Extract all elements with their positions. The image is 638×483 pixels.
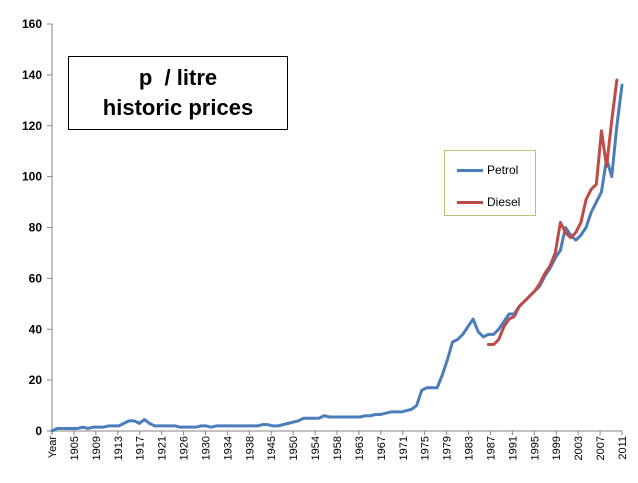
x-tick-label: 2011 <box>617 436 629 460</box>
y-axis: 0 20 40 60 80 100 120 140 160 <box>22 17 53 438</box>
y-tick-label: 100 <box>22 170 42 184</box>
legend-item-petrol: Petrol <box>457 163 518 177</box>
x-tick-label: 1958 <box>332 436 344 460</box>
chart-title-box: p / litre historic prices <box>68 56 288 130</box>
x-tick-label: 1930 <box>200 436 212 460</box>
x-tick-label: 1905 <box>69 436 81 460</box>
y-tick-label: 60 <box>29 271 43 285</box>
chart-title-line-1: p / litre <box>138 65 218 90</box>
x-tick-label: 1983 <box>464 436 476 460</box>
x-tick-label: 1967 <box>376 436 388 460</box>
legend-swatch-diesel <box>457 200 483 204</box>
x-tick-label: 1999 <box>551 436 563 460</box>
series-lines <box>50 78 624 433</box>
legend-swatch-petrol <box>457 168 483 172</box>
x-tick-label: 1950 <box>288 436 300 460</box>
x-tick-label: 1926 <box>179 436 191 460</box>
y-tick-label: 140 <box>22 68 42 82</box>
x-tick-label: 1921 <box>157 436 169 460</box>
x-tick-label: 2007 <box>595 436 607 460</box>
y-tick-label: 40 <box>29 322 43 336</box>
legend: Petrol Diesel <box>444 150 536 216</box>
x-tick-label: 1971 <box>398 436 410 460</box>
chart-title-line-2: historic prices <box>102 95 254 120</box>
x-axis: Year 1905 1909 1913 1917 1921 1926 1930 1934 1938… <box>47 430 629 460</box>
y-tick-label: 20 <box>29 373 43 387</box>
x-tick-label: 1945 <box>266 436 278 460</box>
x-tick-label: 1979 <box>442 436 454 460</box>
y-tick-label: 80 <box>29 221 43 235</box>
y-tick-label: 120 <box>22 119 42 133</box>
x-tick-label: 1954 <box>310 436 322 460</box>
x-tick-label: 1913 <box>113 436 125 460</box>
x-tick-label: 1909 <box>91 436 103 460</box>
x-tick-label: 1975 <box>420 436 432 460</box>
y-tick-label: 160 <box>22 17 42 31</box>
legend-label-diesel: Diesel <box>487 195 521 209</box>
series-line-petrol <box>50 83 624 433</box>
x-tick-label: 1991 <box>507 436 519 460</box>
x-tick-label: 1934 <box>222 436 234 460</box>
x-tick-label: 2003 <box>573 436 585 460</box>
x-tick-label: 1963 <box>354 436 366 460</box>
y-tick-label: 0 <box>35 424 42 438</box>
legend-label-petrol: Petrol <box>487 163 519 177</box>
series-line-diesel <box>486 78 619 347</box>
x-tick-label: 1987 <box>485 436 497 460</box>
x-tick-label: Year <box>47 436 59 459</box>
legend-item-diesel: Diesel <box>457 195 520 209</box>
x-tick-label: 1938 <box>244 436 256 460</box>
x-tick-label: 1995 <box>529 436 541 460</box>
x-tick-label: 1917 <box>135 436 147 460</box>
